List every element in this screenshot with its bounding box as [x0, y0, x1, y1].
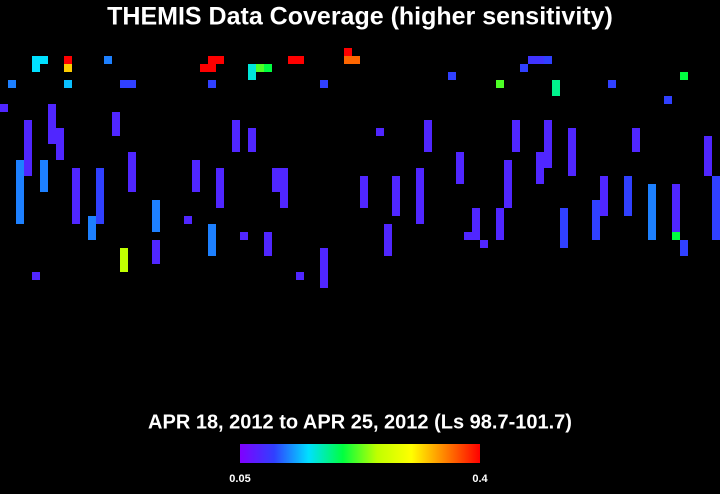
coverage-strip: [8, 80, 16, 88]
coverage-strip: [208, 80, 216, 88]
coverage-strip: [120, 80, 128, 88]
coverage-strip: [40, 56, 48, 64]
coverage-strip: [608, 80, 616, 88]
coverage-strip: [64, 56, 72, 64]
coverage-strip: [40, 160, 48, 192]
coverage-strip: [552, 80, 560, 96]
coverage-strip: [32, 272, 40, 280]
coverage-strip: [680, 72, 688, 80]
coverage-strip: [256, 64, 264, 72]
colorbar: [240, 444, 480, 463]
colorbar-tick-label: 0.4: [472, 473, 488, 485]
coverage-strip: [0, 104, 8, 112]
coverage-strip: [664, 96, 672, 104]
coverage-strip: [384, 224, 392, 256]
coverage-strip: [544, 56, 552, 64]
coverage-strip: [264, 64, 272, 72]
coverage-strip: [280, 168, 288, 208]
coverage-strip: [192, 160, 200, 192]
coverage-strip: [208, 56, 216, 72]
coverage-strip: [272, 168, 280, 192]
coverage-strip: [496, 80, 504, 88]
coverage-strip: [680, 240, 688, 256]
coverage-strip: [632, 128, 640, 152]
coverage-strip: [296, 272, 304, 280]
coverage-strip: [112, 112, 120, 136]
title: THEMIS Data Coverage (higher sensitivity…: [107, 3, 613, 31]
coverage-strip: [216, 56, 224, 64]
coverage-strip: [352, 56, 360, 64]
coverage-strip: [344, 56, 352, 64]
coverage-strip: [320, 272, 328, 288]
coverage-strip: [128, 152, 136, 192]
coverage-strip: [24, 120, 32, 176]
date-range: APR 18, 2012 to APR 25, 2012 (Ls 98.7-10…: [148, 411, 572, 433]
coverage-strip: [104, 56, 112, 64]
coverage-strip: [216, 168, 224, 208]
coverage-strip: [208, 224, 216, 256]
coverage-strip: [360, 176, 368, 208]
coverage-strip: [200, 64, 208, 72]
coverage-strip: [592, 200, 600, 240]
coverage-strip: [480, 240, 488, 248]
coverage-strip: [712, 176, 720, 240]
coverage-strip: [456, 152, 464, 184]
coverage-strip: [32, 56, 40, 72]
coverage-strip: [672, 232, 680, 240]
coverage-strip: [544, 120, 552, 168]
coverage-strip: [320, 248, 328, 272]
coverage-strip: [232, 120, 240, 152]
coverage-strip: [472, 208, 480, 240]
coverage-strip: [64, 80, 72, 88]
coverage-strip: [296, 56, 304, 64]
coverage-strip: [56, 128, 64, 160]
coverage-strip: [248, 64, 256, 80]
coverage-strip: [320, 80, 328, 88]
coverage-strip: [512, 120, 520, 152]
coverage-strip: [424, 120, 432, 152]
coverage-strip: [376, 128, 384, 136]
coverage-strip: [16, 160, 24, 224]
coverage-strip: [240, 232, 248, 240]
coverage-strip: [600, 176, 608, 216]
colorbar-tick-label: 0.05: [229, 473, 250, 485]
coverage-strip: [536, 152, 544, 184]
coverage-strip: [120, 248, 128, 272]
coverage-strip: [528, 56, 536, 64]
coverage-strip: [648, 184, 656, 240]
coverage-strip: [72, 168, 80, 224]
coverage-strip: [128, 80, 136, 88]
coverage-strip: [416, 168, 424, 224]
coverage-strip: [464, 232, 472, 240]
coverage-strip: [64, 64, 72, 72]
coverage-strip: [344, 48, 352, 56]
coverage-strip: [704, 136, 712, 176]
coverage-strip: [48, 104, 56, 144]
coverage-strip: [184, 216, 192, 224]
coverage-strip: [672, 184, 680, 232]
coverage-strip: [288, 56, 296, 64]
coverage-strip: [152, 240, 160, 264]
coverage-strip: [392, 176, 400, 216]
coverage-strip: [496, 208, 504, 240]
coverage-strip: [568, 128, 576, 176]
coverage-strip: [88, 216, 96, 240]
coverage-strip: [504, 160, 512, 208]
coverage-strip: [520, 64, 528, 72]
coverage-strip: [248, 128, 256, 152]
coverage-strip: [448, 72, 456, 80]
coverage-strip: [264, 232, 272, 256]
coverage-strip: [624, 176, 632, 216]
coverage-strip: [152, 200, 160, 232]
coverage-strip: [96, 168, 104, 224]
coverage-strip: [560, 208, 568, 248]
coverage-strip: [536, 56, 544, 64]
